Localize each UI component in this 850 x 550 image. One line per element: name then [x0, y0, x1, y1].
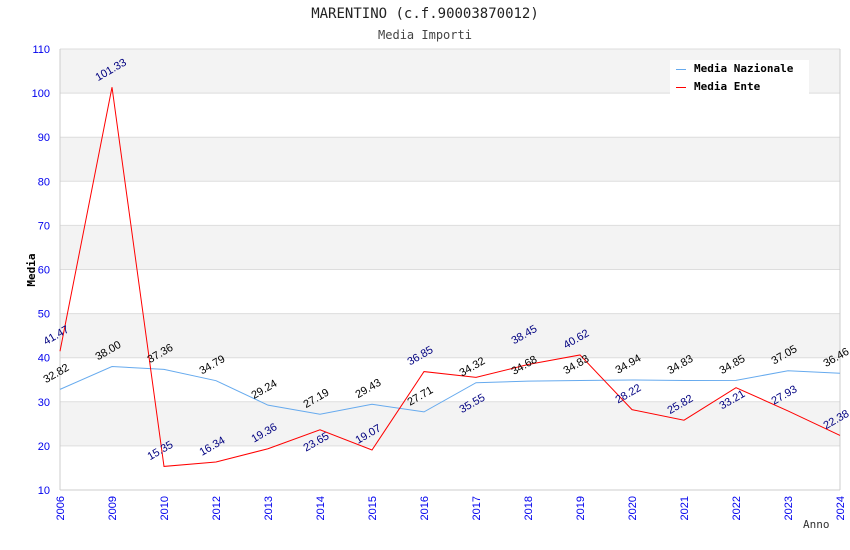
grid-band — [60, 401, 840, 446]
x-tick-label: 2018 — [523, 496, 535, 520]
y-tick-label: 50 — [38, 309, 50, 321]
y-tick-label: 70 — [38, 220, 50, 232]
y-tick-label: 90 — [38, 132, 50, 144]
grid-band — [60, 225, 840, 270]
y-axis-label: Media — [25, 253, 38, 286]
x-tick-label: 2024 — [835, 496, 847, 520]
series-line-1 — [59, 87, 841, 467]
y-tick-label: 40 — [38, 353, 50, 365]
y-tick-label: 30 — [38, 397, 50, 409]
y-tick-label: 110 — [32, 44, 50, 56]
x-tick-label: 2021 — [679, 496, 691, 520]
legend-item-nazionale: Media Nazionale — [670, 60, 809, 78]
grid-band — [60, 137, 840, 182]
x-tick-label: 2016 — [419, 496, 431, 520]
x-axis-label: Anno — [803, 518, 830, 531]
legend-swatch — [676, 86, 686, 88]
y-tick-label: 20 — [38, 441, 50, 453]
legend-label: Media Nazionale — [694, 62, 794, 75]
data-label: 32.82 — [42, 362, 72, 386]
y-tick-label: 60 — [38, 265, 50, 277]
legend: Media Nazionale Media Ente — [670, 60, 809, 96]
x-tick-label: 2019 — [575, 496, 587, 520]
y-tick-label: 10 — [38, 485, 50, 497]
y-tick-label: 80 — [38, 176, 50, 188]
data-label: 29.43 — [354, 377, 384, 401]
legend-item-ente: Media Ente — [670, 78, 809, 96]
x-tick-label: 2023 — [783, 496, 795, 520]
chart-subtitle: Media Importi — [378, 28, 472, 42]
x-tick-label: 2015 — [367, 496, 379, 520]
data-label: 29.24 — [250, 378, 280, 402]
x-tick-label: 2013 — [263, 496, 275, 520]
x-tick-label: 2010 — [159, 496, 171, 520]
y-tick-label: 100 — [32, 88, 50, 100]
x-tick-label: 2012 — [211, 496, 223, 520]
legend-label: Media Ente — [694, 80, 761, 93]
series-line-0 — [59, 366, 841, 415]
x-tick-label: 2009 — [107, 496, 119, 520]
x-tick-label: 2017 — [471, 496, 483, 520]
x-tick-label: 2022 — [731, 496, 743, 520]
chart-title: MARENTINO (c.f.90003870012) — [311, 6, 539, 22]
legend-swatch — [676, 68, 686, 70]
x-tick-label: 2014 — [315, 496, 327, 520]
grid-band — [60, 313, 840, 358]
x-tick-label: 2020 — [627, 496, 639, 520]
x-tick-label: 2006 — [55, 496, 67, 520]
